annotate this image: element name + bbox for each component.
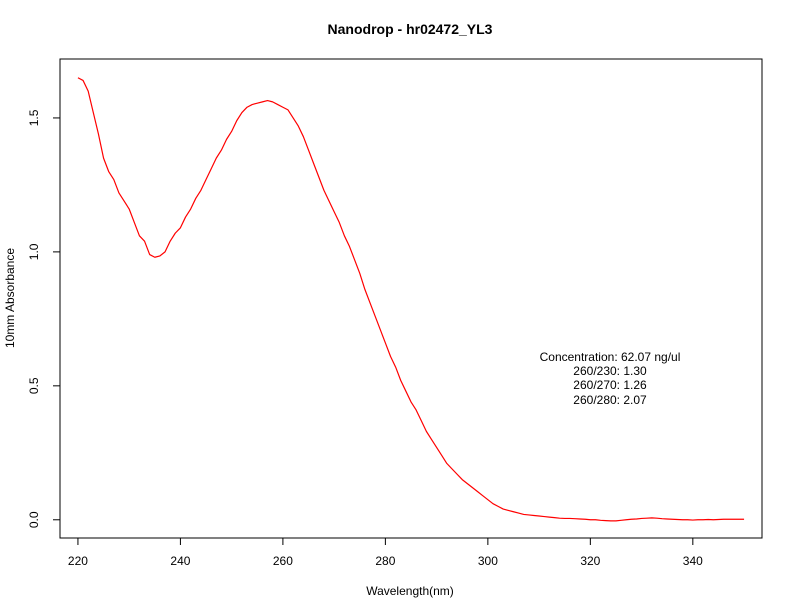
chart-title: Nanodrop - hr02472_YL3: [328, 21, 493, 37]
y-tick-label: 1.0: [27, 243, 41, 260]
x-tick-label: 240: [170, 554, 190, 568]
annotation-block: Concentration: 62.07 ng/ul 260/230: 1.30…: [540, 350, 681, 407]
annotation-ratio-260-230: 260/230: 1.30: [573, 364, 647, 378]
y-axis: 0.0 0.5 1.0 1.5: [27, 109, 61, 528]
x-tick-label: 260: [273, 554, 293, 568]
x-tick-label: 320: [580, 554, 600, 568]
y-tick-label: 1.5: [27, 109, 41, 126]
x-axis-label: Wavelength(nm): [366, 584, 454, 598]
annotation-ratio-260-270: 260/270: 1.26: [573, 378, 647, 392]
absorbance-series-line: [77, 77, 745, 522]
series-layer: [77, 77, 745, 522]
x-tick-label: 340: [683, 554, 703, 568]
x-tick-label: 280: [375, 554, 395, 568]
y-tick-label: 0.0: [27, 511, 41, 528]
x-tick-label: 220: [68, 554, 88, 568]
plot-frame: [59, 58, 763, 539]
x-axis: 220 240 260 280 300 320 340: [68, 537, 703, 568]
y-axis-label: 10mm Absorbance: [3, 248, 17, 348]
annotation-concentration: Concentration: 62.07 ng/ul: [540, 350, 681, 364]
x-tick-label: 300: [478, 554, 498, 568]
annotation-ratio-260-280: 260/280: 2.07: [573, 393, 647, 407]
y-tick-label: 0.5: [27, 377, 41, 394]
